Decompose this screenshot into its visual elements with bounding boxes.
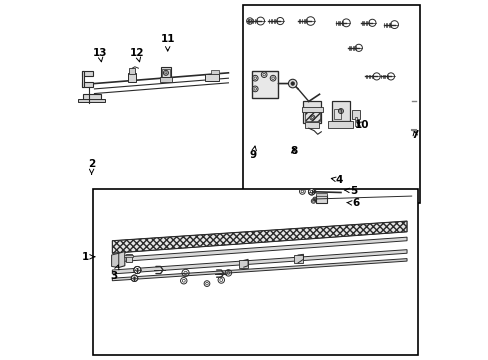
- Text: 6: 6: [346, 198, 359, 208]
- Polygon shape: [112, 237, 406, 262]
- Bar: [160, 67, 171, 78]
- Bar: [303, 102, 321, 123]
- Bar: [83, 94, 101, 100]
- Bar: [210, 69, 219, 74]
- Bar: [125, 254, 132, 262]
- Bar: [293, 255, 302, 263]
- Circle shape: [386, 73, 394, 80]
- Bar: [205, 73, 219, 81]
- Bar: [129, 68, 135, 73]
- Bar: [160, 77, 172, 82]
- Text: 7: 7: [411, 130, 418, 140]
- Circle shape: [131, 275, 138, 282]
- Circle shape: [134, 266, 141, 274]
- Bar: [239, 260, 247, 267]
- Bar: [301, 107, 323, 112]
- Circle shape: [305, 17, 314, 25]
- Circle shape: [390, 21, 398, 28]
- Polygon shape: [112, 249, 406, 274]
- Bar: [331, 102, 349, 121]
- Bar: [305, 122, 318, 128]
- Bar: [333, 109, 340, 119]
- Polygon shape: [112, 258, 406, 281]
- Circle shape: [368, 19, 375, 26]
- Circle shape: [276, 18, 283, 24]
- Circle shape: [342, 19, 349, 27]
- Circle shape: [256, 17, 264, 25]
- Bar: [128, 73, 136, 82]
- Bar: [78, 99, 105, 102]
- Polygon shape: [115, 251, 124, 267]
- Text: 4: 4: [331, 175, 342, 185]
- Bar: [82, 71, 84, 87]
- Text: 2: 2: [88, 159, 95, 175]
- Bar: [305, 112, 319, 121]
- Circle shape: [290, 82, 294, 85]
- Bar: [82, 82, 93, 87]
- Bar: [124, 256, 133, 257]
- Bar: [251, 71, 278, 98]
- Bar: [354, 117, 357, 126]
- Bar: [162, 68, 170, 77]
- Bar: [93, 189, 417, 355]
- Text: 9: 9: [249, 146, 257, 160]
- Bar: [328, 121, 353, 128]
- Bar: [82, 71, 93, 76]
- Bar: [315, 193, 326, 196]
- Text: 13: 13: [92, 48, 107, 62]
- Bar: [315, 195, 326, 203]
- Text: 10: 10: [354, 120, 369, 130]
- Circle shape: [313, 191, 315, 193]
- Circle shape: [288, 79, 296, 88]
- Text: 11: 11: [160, 34, 175, 51]
- Polygon shape: [111, 253, 119, 267]
- Circle shape: [372, 73, 380, 80]
- Text: 8: 8: [289, 147, 297, 157]
- Text: 5: 5: [344, 186, 356, 196]
- Bar: [351, 111, 359, 119]
- Text: 3: 3: [110, 265, 119, 282]
- Polygon shape: [112, 221, 406, 253]
- Circle shape: [308, 189, 314, 195]
- Circle shape: [354, 44, 362, 51]
- Bar: [242, 5, 419, 203]
- Text: 1: 1: [82, 252, 95, 262]
- Text: 12: 12: [130, 48, 144, 62]
